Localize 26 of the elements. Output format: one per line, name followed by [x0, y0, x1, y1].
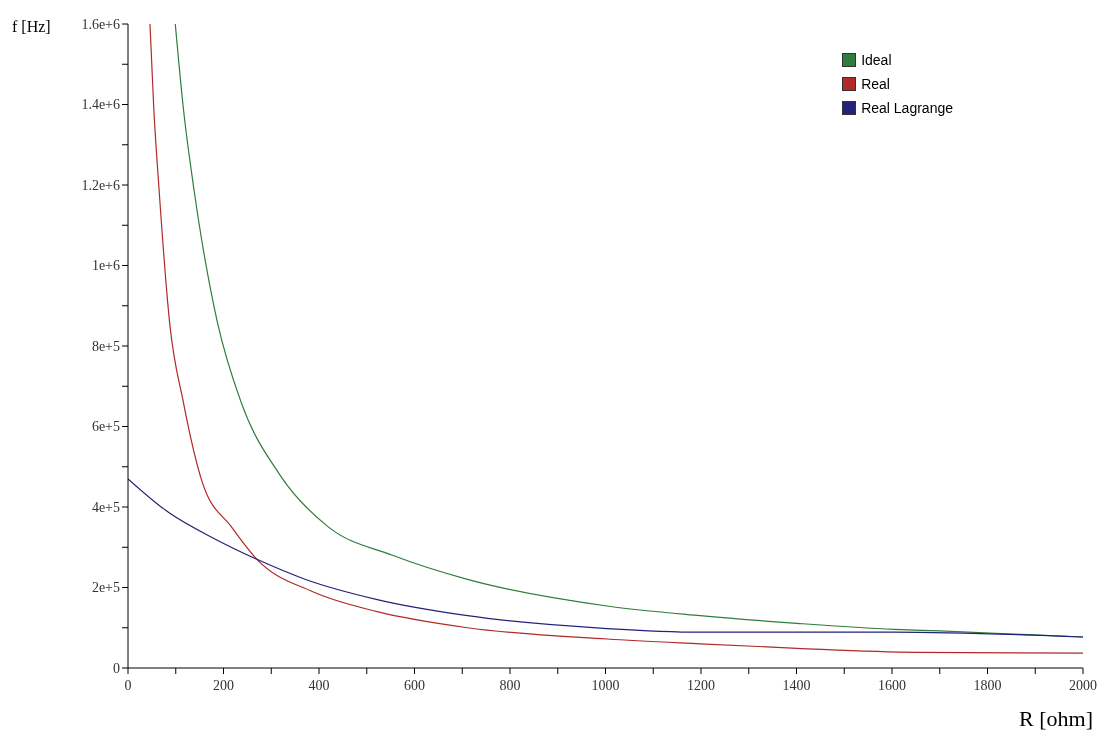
legend-label: Real — [861, 75, 890, 94]
x-tick-label: 1800 — [973, 678, 1002, 693]
x-tick-label: 600 — [404, 678, 425, 693]
y-tick-label: 2e+5 — [91, 580, 120, 596]
x-tick-label: 1200 — [687, 678, 715, 693]
x-tick-label: 0 — [124, 678, 132, 693]
y-tick-label: 1e+6 — [91, 258, 120, 274]
x-tick-label: 1000 — [591, 678, 620, 693]
x-tick-label: 2000 — [1069, 678, 1097, 693]
x-tick-label: 200 — [213, 678, 234, 693]
legend-label: Ideal — [861, 51, 892, 70]
x-tick-label: 1600 — [878, 678, 906, 693]
x-tick-label: 400 — [308, 678, 330, 693]
y-axis-title: f [Hz] — [12, 18, 52, 36]
y-tick-label: 0 — [113, 660, 120, 676]
legend-label: Real Lagrange — [861, 99, 953, 118]
y-tick-label: 8e+5 — [91, 338, 120, 354]
y-tick-label: 1.4e+6 — [81, 97, 120, 113]
line-series — [128, 478, 1083, 638]
y-tick-label: 1.2e+6 — [81, 177, 120, 193]
x-tick-label: 1400 — [782, 678, 811, 693]
y-tick-label: 4e+5 — [91, 499, 120, 515]
x-axis-title: R [ohm] — [1019, 706, 1093, 732]
x-tick-label: 800 — [499, 678, 521, 693]
y-tick-label: 1.6e+6 — [81, 16, 120, 32]
y-tick-label: 6e+5 — [91, 419, 120, 435]
